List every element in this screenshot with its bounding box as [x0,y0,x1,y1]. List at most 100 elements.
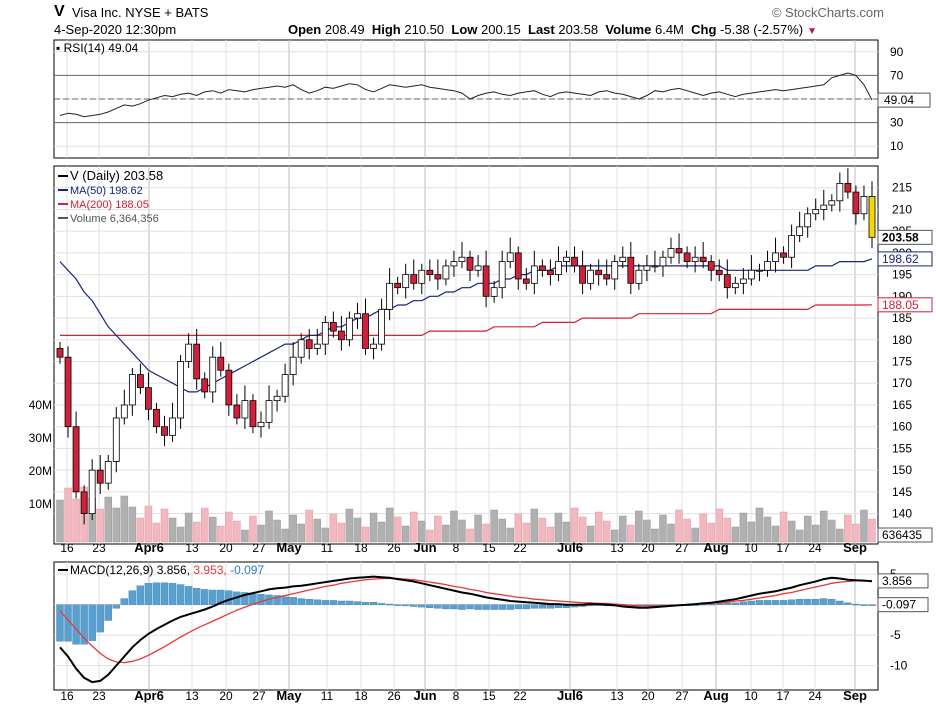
macd-histogram-bar [80,604,88,645]
macd-histogram-bar [120,598,129,605]
macd-histogram-bar [836,600,844,605]
volume-bar [675,509,683,543]
volume-bar [369,512,378,543]
macd-histogram-bar [128,590,137,605]
chevron-down-icon[interactable]: ▼ [807,26,818,37]
candle-body [603,274,611,280]
volume-bar [56,499,64,543]
x-tick-label: 18 [354,689,368,703]
volume-bar [144,505,153,543]
candle-body [442,265,450,280]
volume-bar [771,525,780,543]
volume-bar [779,511,788,543]
last-value: 203.58 [558,22,599,37]
x-tick-label: 20 [641,689,655,703]
candle-body [764,261,771,271]
volume-bar [418,520,426,543]
volume-bar [546,526,555,543]
volume-bar [96,508,104,543]
candle-body [699,256,707,262]
candle-body [619,256,627,262]
candle-body [362,313,369,349]
macd-histogram-bar [410,604,418,607]
price-tick-label: 195 [892,268,912,282]
volume-bar [474,514,482,543]
volume-bar [602,520,611,543]
candle-body [297,339,305,358]
x-tick-label: 13 [610,541,624,555]
candle-body [265,400,273,423]
macd-marker-box [877,573,929,589]
candle-body [788,235,796,258]
brand-logo[interactable]: © StockCharts.com [771,5,884,20]
candle-body [289,356,297,375]
x-tick-label: 16 [60,541,74,555]
macd-histogram-bar [337,600,346,605]
candle-body [683,252,691,262]
ma50-marker-box [877,251,933,267]
volume-bar [586,525,595,543]
volume-bar [466,528,474,543]
volume-bar [715,508,723,543]
macd-histogram-bar [418,604,426,608]
volume-bar [225,511,233,543]
candle-body [136,374,144,388]
candle-body [772,252,779,262]
volume-bar [241,529,249,543]
volume-bar [594,511,603,543]
price-tick-label: 175 [892,355,912,369]
last-label: Last [528,22,555,37]
x-tick-label: 27 [675,689,689,703]
candle-body [723,274,731,289]
macd-histogram-bar [96,604,104,633]
rsi-last-label: 49.04 [884,93,914,107]
macd-histogram-bar [104,604,112,621]
volume-bar [852,523,860,543]
x-tick-label: 23 [92,689,106,703]
candle-body [410,274,418,284]
candle-body [305,339,313,349]
volume-bar [667,523,675,543]
macd-histogram-bar [56,604,64,642]
price-legend-item: V (Daily) 203.58 [70,168,163,183]
macd-legend-part: MACD(12,26,9) [70,563,157,577]
candle-body [675,248,683,254]
x-tick-label: Jun [413,688,436,703]
candle-body [659,256,667,267]
volume-bar [393,516,402,543]
macd-histogram-bar [201,589,209,605]
candle-body [88,469,96,514]
volume-bar [506,527,514,543]
macd-histogram-bar [828,598,836,605]
candle-body [321,322,329,345]
macd-histogram-bar [321,600,330,605]
volume-bar [482,523,490,543]
x-tick-label: 20 [219,541,233,555]
candle-body [64,356,72,428]
price-legend-item: MA(200) 188.05 [70,199,149,211]
candle-body [804,213,812,228]
rsi-tick-label: 90 [890,45,904,59]
volume-bar [409,511,418,543]
x-tick-label: 10 [744,541,758,555]
volume-bar [747,521,756,543]
macd-histogram-bar [369,602,378,605]
candle-body [522,278,530,284]
volume-tick-label: 10M [29,497,52,511]
volume-bar [723,517,732,543]
ma200-line [60,304,873,336]
candle-body [249,400,257,428]
x-tick-label: 11 [321,689,334,703]
ma200-marker-label: 188.05 [882,298,919,312]
x-tick-label: 22 [513,541,527,555]
candle-body [418,269,426,284]
volume-bar [385,507,394,543]
macd-histogram-bar [747,600,756,605]
x-tick-label: 20 [641,541,655,555]
candle-body [128,374,136,406]
volume-bar [820,510,828,543]
price-tick-label: 165 [892,398,912,412]
macd-histogram-bar [868,604,876,606]
volume-bar [795,529,804,543]
x-tick-label: May [276,688,302,703]
